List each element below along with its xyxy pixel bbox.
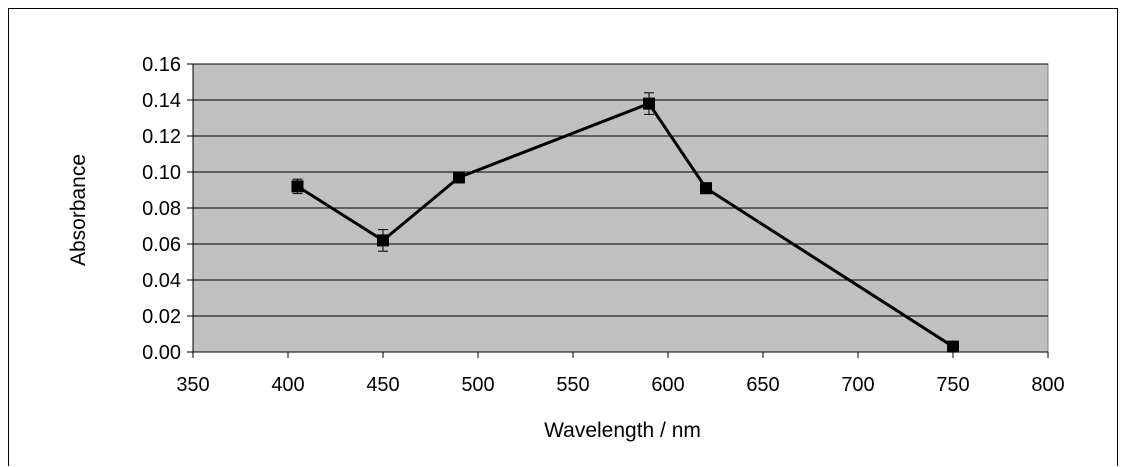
y-tick-label: 0.02 — [142, 306, 181, 328]
x-tick-label: 750 — [936, 374, 969, 396]
y-tick-label: 0.14 — [142, 90, 181, 112]
x-tick-label: 800 — [1031, 374, 1064, 396]
x-tick-label: 550 — [556, 374, 589, 396]
x-tick-label: 600 — [651, 374, 684, 396]
x-tick-label: 700 — [841, 374, 874, 396]
y-tick-label: 0.06 — [142, 234, 181, 256]
y-tick-label: 0.10 — [142, 162, 181, 184]
data-point-marker — [643, 97, 655, 110]
series-line — [296, 101, 954, 348]
data-point-marker — [291, 180, 304, 193]
x-tick-label: 500 — [461, 374, 494, 396]
data-point-marker — [947, 340, 959, 353]
y-axis-title: Absorbance — [67, 154, 90, 266]
absorbance-chart: 0.00 0.02 0.04 0.06 0.08 0.10 0.12 0.14 0.16 350 4… — [67, 54, 1065, 442]
y-tick-label: 0.08 — [142, 198, 181, 220]
x-tick-label: 650 — [746, 374, 779, 396]
x-tick-label: 450 — [366, 374, 399, 396]
y-tick-label: 0.12 — [142, 126, 181, 148]
x-axis-title: Wavelength / nm — [544, 419, 701, 442]
x-tick-label: 350 — [176, 374, 209, 396]
data-point-marker — [453, 171, 465, 184]
y-tick-label: 0.04 — [142, 270, 181, 292]
data-point-marker — [700, 182, 712, 195]
data-point-marker — [377, 234, 389, 247]
y-tick-label: 0.16 — [142, 54, 181, 76]
chart-frame: 0.00 0.02 0.04 0.06 0.08 0.10 0.12 0.14 0.16 350 4… — [8, 8, 1118, 466]
x-tick-label: 400 — [271, 374, 304, 396]
y-tick-label: 0.00 — [142, 342, 181, 364]
